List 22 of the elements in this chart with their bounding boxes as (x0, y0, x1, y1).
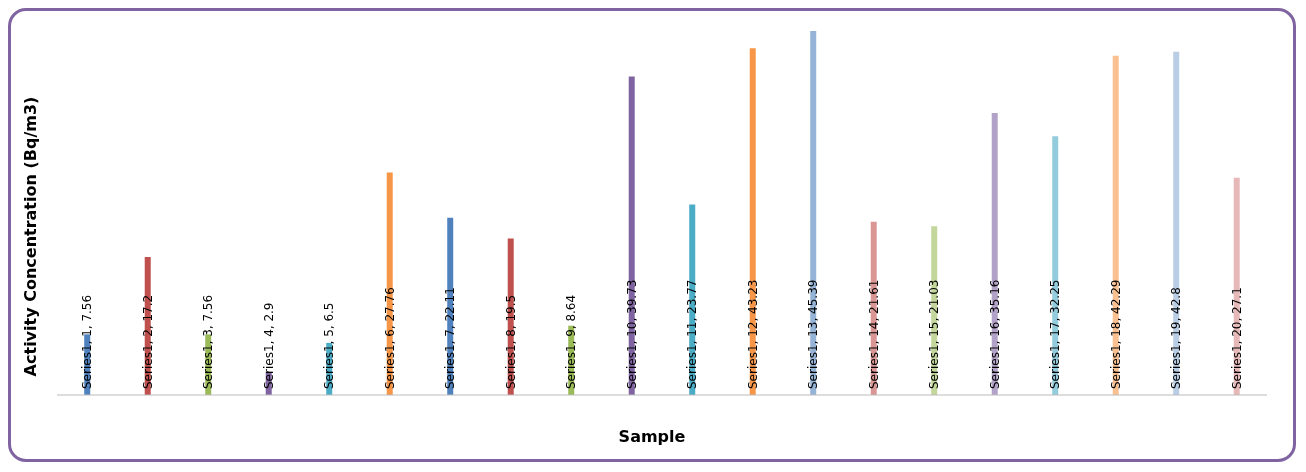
data-label: Series1, 11, 23.77 (685, 279, 700, 389)
y-axis-title: Activity Concentration (Bq/m3) (21, 96, 41, 376)
data-label: Series1, 14, 21.61 (866, 279, 881, 389)
data-label: Series1, 3, 7.56 (201, 294, 216, 389)
data-label: Series1, 17, 32.25 (1048, 279, 1063, 389)
data-label: Series1, 4, 2.9 (261, 302, 276, 389)
x-axis-title: Sample (617, 427, 687, 446)
data-label: Series1, 13, 45.39 (806, 279, 821, 389)
data-label: Series1, 15, 21.03 (927, 279, 942, 389)
data-label: Series1, 16, 35.16 (987, 279, 1002, 389)
data-label: Series1, 20, 27.1 (1229, 287, 1244, 389)
data-label: Series1, 10, 39.73 (624, 279, 639, 389)
data-label: Series1, 9, 8.64 (564, 294, 579, 389)
data-label: Series1, 7, 22.11 (443, 287, 458, 389)
data-label: Series1, 19, 42.8 (1169, 287, 1184, 389)
data-label: Series1, 2, 17.2 (140, 294, 155, 389)
data-label: Series1, 8, 19.5 (503, 294, 518, 389)
data-label: Series1, 12, 43.23 (745, 279, 760, 389)
data-label: Series1, 5, 6.5 (322, 302, 337, 389)
data-label: Series1, 6, 27.76 (382, 287, 397, 389)
data-label: Series1, 18, 42.29 (1108, 279, 1123, 389)
data-label: Series1, 1, 7.56 (80, 294, 95, 389)
